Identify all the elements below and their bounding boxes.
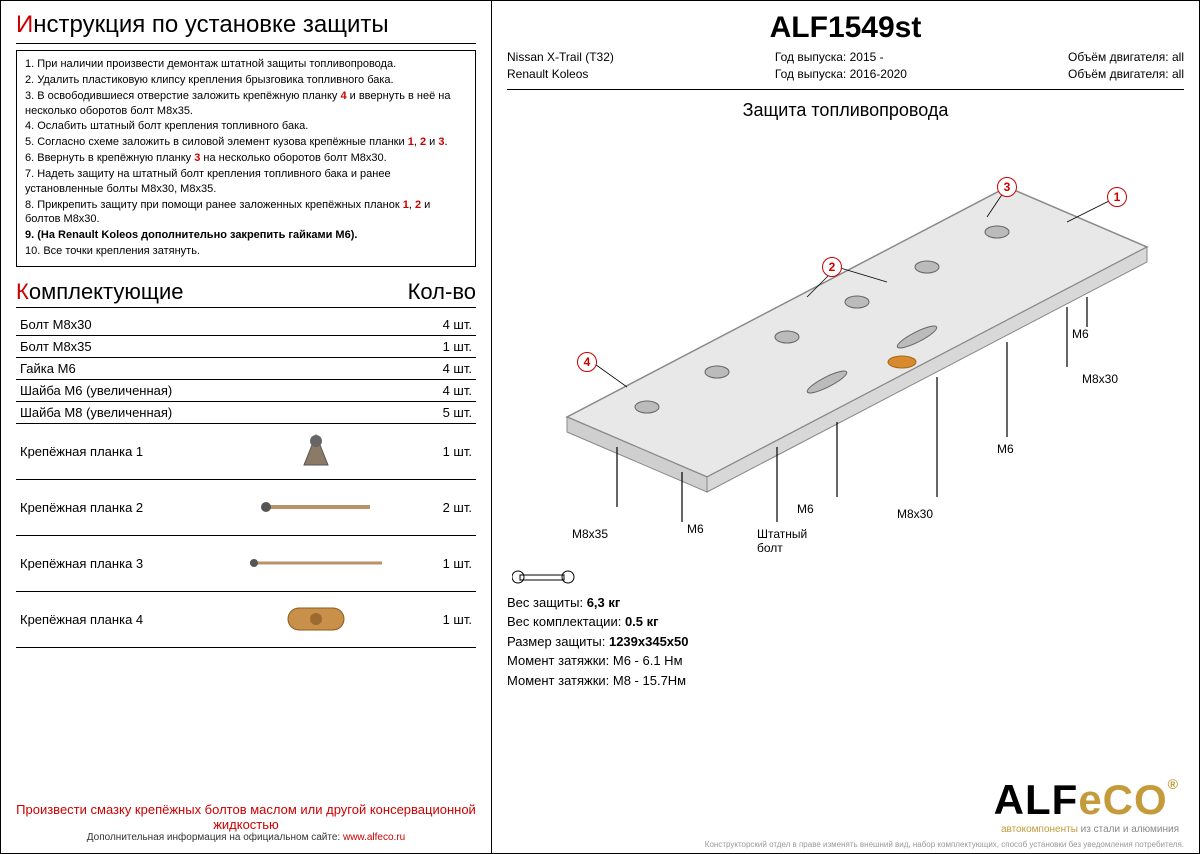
- instruction-step: 3. В освободившиеся отверстие заложить к…: [25, 89, 467, 119]
- component-row: Болт М8х304 шт.: [16, 314, 476, 336]
- instruction-step: 5. Согласно схеме заложить в силовой эле…: [25, 135, 467, 150]
- specs-block: Вес защиты: 6,3 кгВес комплектации: 0.5 …: [507, 593, 1184, 691]
- component-row-illustrated: Крепёжная планка 22 шт.: [16, 479, 476, 535]
- component-row-illustrated: Крепёжная планка 31 шт.: [16, 535, 476, 591]
- instruction-step: 7. Надеть защиту на штатный болт креплен…: [25, 167, 467, 197]
- instruction-step: 6. Ввернуть в крепёжную планку 3 на неск…: [25, 151, 467, 166]
- component-row: Болт М8х351 шт.: [16, 335, 476, 357]
- footer-link[interactable]: www.alfeco.ru: [343, 832, 405, 843]
- meta-vehicles: Nissan X-Trail (T32) Renault Koleos: [507, 49, 614, 83]
- instruction-step: 9. (На Renault Koleos дополнительно закр…: [25, 228, 467, 243]
- component-row: Шайба М6 (увеличенная)4 шт.: [16, 379, 476, 401]
- footer-note: Произвести смазку крепёжных болтов масло…: [16, 794, 476, 832]
- document-page: Инструкция по установке защиты 1. При на…: [0, 0, 1200, 854]
- product-meta: Nissan X-Trail (T32) Renault Koleos Год …: [507, 49, 1184, 90]
- instructions-box: 1. При наличии произвести демонтаж штатн…: [16, 50, 476, 267]
- brand-block: ALFeCO® автокомпоненты из стали и алюмин…: [994, 776, 1179, 835]
- left-panel: Инструкция по установке защиты 1. При на…: [1, 1, 491, 853]
- dimension-label: M6: [797, 502, 814, 516]
- components-header: Комплектующие Кол-во: [16, 279, 476, 308]
- diagram-title: Защита топливопровода: [507, 100, 1184, 121]
- callout-circle: 3: [997, 177, 1017, 197]
- instruction-step: 1. При наличии произвести демонтаж штатн…: [25, 57, 467, 72]
- dimension-label: M6: [997, 442, 1014, 456]
- dimension-label: Штатный болт: [757, 527, 807, 555]
- protection-plate-svg: [507, 127, 1177, 587]
- instruction-step: 10. Все точки крепления затянуть.: [25, 244, 467, 259]
- instruction-step: 8. Прикрепить защиту при помощи ранее за…: [25, 198, 467, 228]
- spec-line: Момент затяжки: М8 - 15.7Нм: [507, 671, 1184, 691]
- callout-circle: 4: [577, 352, 597, 372]
- instruction-step: 2. Удалить пластиковую клипсу крепления …: [25, 73, 467, 88]
- product-code: ALF1549st: [507, 11, 1184, 45]
- component-row-illustrated: Крепёжная планка 11 шт.: [16, 423, 476, 479]
- right-panel: ALF1549st Nissan X-Trail (T32) Renault K…: [491, 1, 1199, 853]
- components-qty-header: Кол-во: [408, 279, 476, 305]
- dimension-label: M8x30: [897, 507, 933, 521]
- callout-circle: 2: [822, 257, 842, 277]
- component-row-illustrated: Крепёжная планка 41 шт.: [16, 591, 476, 647]
- dimension-label: M6: [1072, 327, 1089, 341]
- fine-print: Конструкторский отдел в праве изменять в…: [507, 840, 1184, 849]
- diagram-area: 1 2 3 4 M6 M8x30 M6 M8x30 M6 M6 M8x35 Штатный болт: [507, 127, 1184, 587]
- callout-circle: 1: [1107, 187, 1127, 207]
- brand-tagline: автокомпоненты из стали и алюминия: [994, 824, 1179, 835]
- brand-logo: ALFeCO®: [994, 776, 1179, 824]
- component-row: Шайба М8 (увеличенная)5 шт.: [16, 401, 476, 423]
- footer-sub: Дополнительная информация на официальном…: [16, 832, 476, 843]
- spec-line: Вес комплектации: 0.5 кг: [507, 612, 1184, 632]
- meta-engine: Объём двигателя: all Объём двигателя: al…: [1068, 49, 1184, 83]
- spec-line: Вес защиты: 6,3 кг: [507, 593, 1184, 613]
- dimension-label: M6: [687, 522, 704, 536]
- component-row: Гайка М64 шт.: [16, 357, 476, 379]
- wrench-icon: [512, 569, 576, 587]
- instructions-title: Инструкция по установке защиты: [16, 11, 476, 44]
- meta-years: Год выпуска: 2015 - Год выпуска: 2016-20…: [775, 49, 907, 83]
- spec-line: Момент затяжки: М6 - 6.1 Нм: [507, 651, 1184, 671]
- spec-line: Размер защиты: 1239х345х50: [507, 632, 1184, 652]
- dimension-label: M8x35: [572, 527, 608, 541]
- instruction-step: 4. Ослабить штатный болт крепления топли…: [25, 119, 467, 134]
- dimension-label: M8x30: [1082, 372, 1118, 386]
- components-table: Болт М8х304 шт.Болт М8х351 шт.Гайка М64 …: [16, 314, 476, 648]
